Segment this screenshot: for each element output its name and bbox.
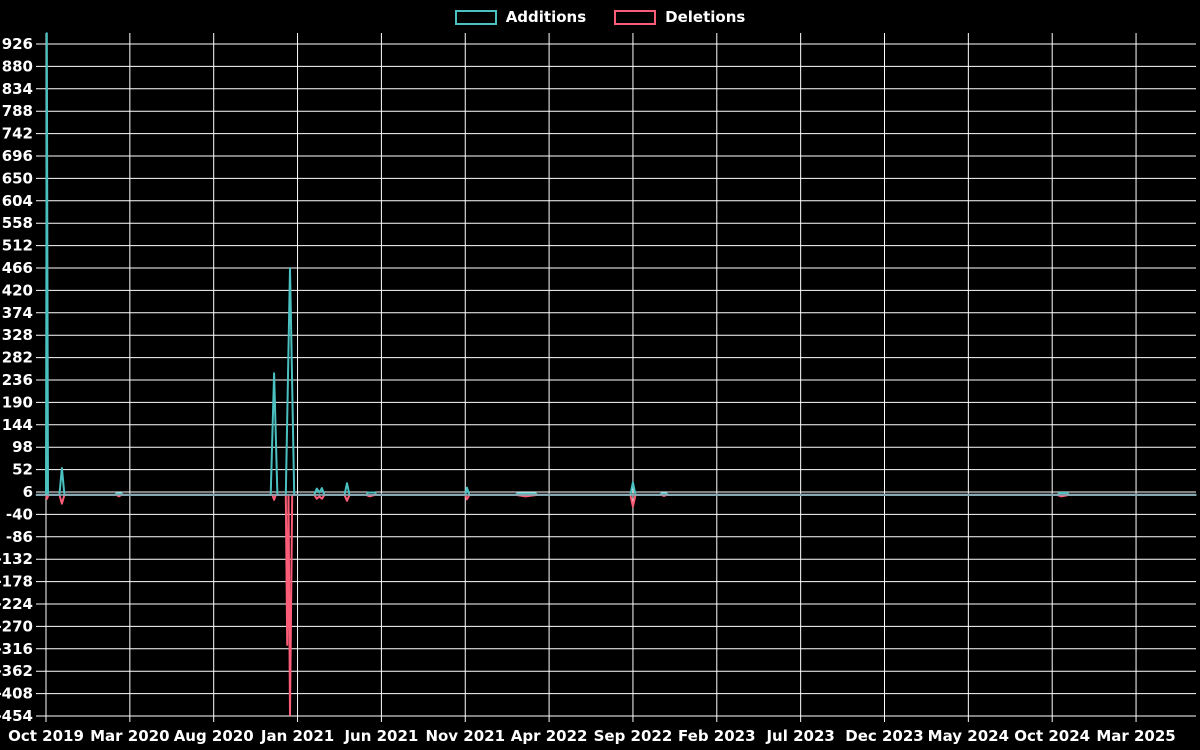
x-tick-label: Dec 2023 (845, 727, 924, 745)
x-tick-label: Jan 2021 (260, 727, 334, 745)
x-tick-label: May 2024 (928, 727, 1009, 745)
additions-swatch-icon (454, 9, 497, 25)
y-tick-label: 650 (2, 169, 33, 187)
x-tick-label: Oct 2019 (8, 727, 84, 745)
legend-label-deletions: Deletions (665, 8, 746, 26)
x-tick-label: Nov 2021 (425, 727, 505, 745)
y-tick-label: -178 (0, 573, 33, 591)
additions-line (35, 32, 1197, 496)
deletions-line (35, 493, 1197, 716)
y-tick-label: 926 (2, 35, 33, 53)
y-tick-label: 880 (2, 57, 33, 75)
legend-item-deletions[interactable]: Deletions (614, 9, 745, 25)
y-tick-label: 742 (2, 125, 33, 143)
chart-legend: Additions Deletions (0, 9, 1200, 25)
x-tick-label: Mar 2025 (1096, 727, 1175, 745)
y-tick-label: 788 (2, 102, 33, 120)
y-tick-label: 374 (2, 304, 33, 322)
y-tick-label: -40 (6, 505, 33, 523)
y-tick-label: 282 (2, 349, 33, 367)
y-tick-label: -362 (0, 662, 33, 680)
y-tick-label: -408 (0, 685, 33, 703)
legend-label-additions: Additions (505, 8, 587, 26)
x-tick-label: Oct 2024 (1014, 727, 1090, 745)
y-tick-label: -224 (0, 595, 33, 613)
y-tick-label: 696 (2, 147, 33, 165)
y-tick-label: -86 (6, 528, 33, 546)
y-tick-label: 512 (2, 237, 33, 255)
y-tick-label: 144 (2, 416, 33, 434)
legend-item-additions[interactable]: Additions (454, 8, 587, 26)
y-tick-label: 604 (2, 192, 33, 210)
y-tick-label: 98 (12, 438, 33, 456)
y-tick-label: 236 (2, 371, 33, 389)
x-tick-label: Feb 2023 (678, 727, 756, 745)
x-tick-label: Mar 2020 (90, 727, 169, 745)
y-tick-label: 420 (2, 281, 33, 299)
y-tick-label: -454 (0, 707, 33, 725)
y-tick-label: 52 (12, 461, 33, 479)
y-tick-label: -316 (0, 640, 33, 658)
y-tick-label: -270 (0, 617, 33, 635)
y-tick-label: 558 (2, 214, 33, 232)
x-tick-label: Sep 2022 (594, 727, 673, 745)
x-tick-label: Aug 2020 (174, 727, 254, 745)
y-tick-label: 834 (2, 80, 33, 98)
x-tick-label: Jun 2021 (343, 727, 418, 745)
y-tick-label: -132 (0, 550, 33, 568)
y-tick-label: 190 (2, 393, 33, 411)
x-tick-label: Jul 2023 (765, 727, 834, 745)
y-tick-label: 466 (2, 259, 33, 277)
y-tick-label: 328 (2, 326, 33, 344)
x-tick-label: Apr 2022 (511, 727, 588, 745)
deletions-swatch-icon (614, 9, 657, 25)
y-tick-label: 6 (23, 483, 33, 501)
